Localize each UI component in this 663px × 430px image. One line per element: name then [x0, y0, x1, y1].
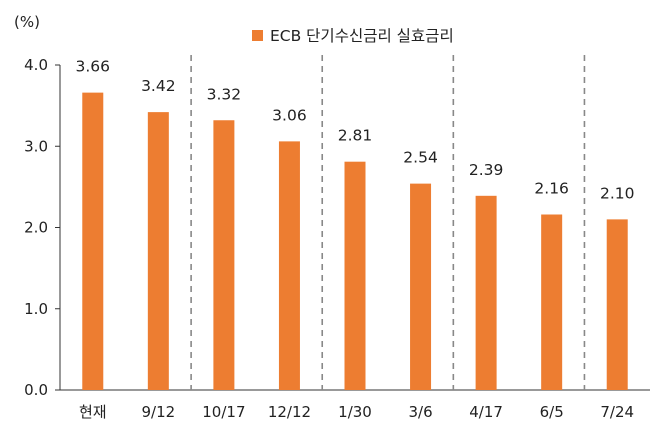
bar — [344, 161, 366, 390]
x-tick-labels: 현재 9/12 10/17 12/12 1/30 3/6 4/17 6/5 7/24 — [79, 403, 634, 421]
data-label: 3.42 — [141, 77, 176, 95]
data-label: 3.32 — [207, 85, 242, 103]
data-label: 3.06 — [272, 106, 307, 124]
y-ticks: 0.0 1.0 2.0 3.0 4.0 — [24, 56, 60, 399]
y-tick-label: 4.0 — [24, 56, 48, 74]
bar — [82, 92, 104, 390]
x-tick-label: 4/17 — [469, 403, 503, 421]
data-label: 2.16 — [534, 180, 569, 198]
bar — [475, 195, 497, 390]
bars — [82, 92, 628, 390]
data-label: 2.81 — [338, 127, 373, 145]
x-tick-label: 10/17 — [202, 403, 245, 421]
legend: ECB 단기수신금리 실효금리 — [252, 27, 454, 45]
x-tick-label: 9/12 — [141, 403, 175, 421]
legend-swatch — [252, 30, 263, 41]
y-tick-label: 1.0 — [24, 300, 48, 318]
x-tick-label: 12/12 — [268, 403, 311, 421]
bar — [278, 141, 300, 390]
bar — [410, 183, 432, 390]
value-labels: 3.66 3.42 3.32 3.06 2.81 2.54 2.39 2.16 2.10 — [76, 58, 635, 203]
bar — [541, 214, 563, 390]
x-tick-label: 1/30 — [338, 403, 372, 421]
y-tick-label: 2.0 — [24, 219, 48, 237]
period-dividers — [190, 55, 586, 390]
x-tick-label: 7/24 — [600, 403, 634, 421]
bar — [213, 120, 235, 390]
bar — [606, 219, 628, 390]
data-label: 3.66 — [76, 58, 111, 76]
x-tick-label: 6/5 — [540, 403, 564, 421]
bar — [147, 112, 169, 390]
x-tick-label: 3/6 — [408, 403, 432, 421]
data-label: 2.54 — [403, 149, 438, 167]
data-label: 2.39 — [469, 161, 504, 179]
y-axis-unit-label: (%) — [14, 13, 40, 31]
y-tick-label: 0.0 — [24, 381, 48, 399]
y-tick-label: 3.0 — [24, 137, 48, 155]
data-label: 2.10 — [600, 184, 635, 202]
x-tick-label: 현재 — [79, 403, 107, 421]
legend-label: ECB 단기수신금리 실효금리 — [270, 27, 454, 45]
